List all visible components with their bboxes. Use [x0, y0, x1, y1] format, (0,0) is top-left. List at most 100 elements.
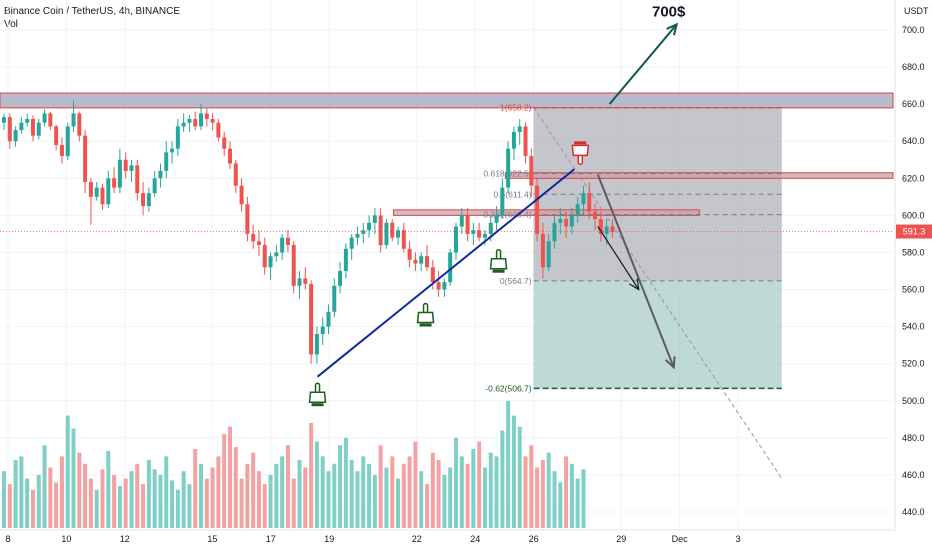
candle-body	[332, 285, 337, 312]
volume-bar	[506, 400, 511, 528]
price-axis[interactable]: 700.0 680.0 660.0 640.0 620.0 600.0 580.0 560.0…	[894, 0, 932, 532]
volume-bar	[135, 463, 140, 528]
fib-level-label: 1(658.2)	[500, 102, 532, 112]
resistance-zone	[0, 92, 894, 109]
time-tick-label: 26	[529, 534, 539, 544]
time-tick-label: 29	[616, 534, 626, 544]
candle-body	[546, 241, 551, 268]
candle-body	[199, 113, 204, 127]
volume-bar	[517, 426, 522, 528]
candle-body	[482, 233, 487, 238]
candle-body	[587, 193, 592, 212]
volume-bar	[83, 463, 88, 528]
volume-bar	[349, 460, 354, 528]
price-tick-label: 600.0	[902, 210, 925, 220]
candle-body	[123, 159, 128, 171]
candle-body	[94, 187, 99, 197]
time-tick-label: 19	[324, 534, 334, 544]
volume-bar	[482, 467, 487, 528]
price-tick-label: 480.0	[902, 433, 925, 443]
candle-body	[558, 219, 563, 223]
volume-bar	[546, 452, 551, 528]
volume-bar	[88, 478, 93, 528]
volume-bar	[523, 456, 528, 528]
candle-body	[175, 126, 180, 149]
candle-body	[384, 222, 389, 246]
volume-bar	[378, 445, 383, 528]
volume-bar	[285, 445, 290, 528]
volume-bar	[436, 460, 441, 528]
candle-body	[297, 278, 302, 286]
volume-bar	[204, 478, 209, 528]
volume-bar	[193, 448, 198, 528]
volume-bar	[48, 467, 53, 528]
candle-body	[36, 122, 41, 136]
candle-body	[430, 267, 435, 283]
resistance-zone	[504, 172, 894, 179]
volume-bar	[65, 415, 70, 528]
candle-body	[251, 233, 256, 242]
volume-bar	[540, 460, 545, 528]
candle-body	[268, 256, 273, 268]
candle-body	[233, 163, 238, 186]
price-axis-unit: USDT	[904, 6, 929, 16]
volume-bar	[94, 489, 99, 528]
volume-bar	[494, 456, 499, 528]
price-tick-label: 660.0	[902, 99, 925, 109]
price-tick-label: 440.0	[902, 507, 925, 517]
candle-body	[77, 113, 82, 136]
time-tick-label: 3	[735, 534, 740, 544]
volume-bar	[268, 474, 273, 528]
volume-bar	[401, 463, 406, 528]
volume-bar	[25, 478, 30, 528]
volume-bar	[123, 478, 128, 528]
candle-body	[540, 233, 545, 268]
volume-bar	[459, 456, 464, 528]
candle-body	[135, 165, 140, 194]
candle-body	[372, 215, 377, 223]
volume-bar	[245, 463, 250, 528]
volume-bar	[552, 471, 557, 528]
volume-bar	[575, 478, 580, 528]
volume-bar	[425, 484, 430, 528]
candle-body	[48, 113, 53, 127]
pointing-hand-icon	[571, 141, 590, 166]
candle-body	[30, 118, 35, 136]
candle-body	[575, 204, 580, 216]
candle-body	[459, 215, 464, 227]
candle-body	[378, 215, 383, 246]
candle-body	[517, 126, 522, 132]
volume-bar	[558, 482, 563, 528]
volume-bar	[106, 450, 111, 528]
pointing-hand-icon	[489, 248, 508, 273]
candle-body	[285, 237, 290, 246]
candle-body	[7, 117, 12, 142]
time-axis[interactable]: 8 10 12 15 17 19 22 24 26 29 Dec 3	[0, 529, 893, 544]
volume-bar	[326, 471, 331, 528]
pointing-hand-icon	[308, 382, 327, 407]
volume-bar	[181, 471, 186, 528]
volume-indicator-label: Vol	[4, 19, 18, 30]
candle-body	[314, 334, 319, 355]
time-tick-label: 10	[61, 534, 71, 544]
last-price-badge-bg	[896, 224, 932, 239]
candle-body	[471, 230, 476, 234]
volume-bar	[77, 452, 82, 528]
candle-body	[280, 237, 285, 253]
candle-body	[13, 130, 18, 142]
candle-body	[227, 148, 232, 164]
volume-bar	[407, 456, 412, 528]
volume-bar	[332, 463, 337, 528]
candle-body	[187, 118, 192, 123]
volume-bar	[112, 474, 117, 528]
price-tick-label: 580.0	[902, 247, 925, 257]
volume-bar	[175, 489, 180, 528]
fib-level-label: 0.382(600.4)	[483, 210, 531, 220]
volume-bar	[314, 441, 319, 528]
candle-body	[581, 193, 586, 205]
volume-bar	[419, 471, 424, 528]
volume-bar	[19, 456, 24, 528]
volume-bar	[500, 430, 505, 528]
candle-body	[19, 122, 24, 131]
